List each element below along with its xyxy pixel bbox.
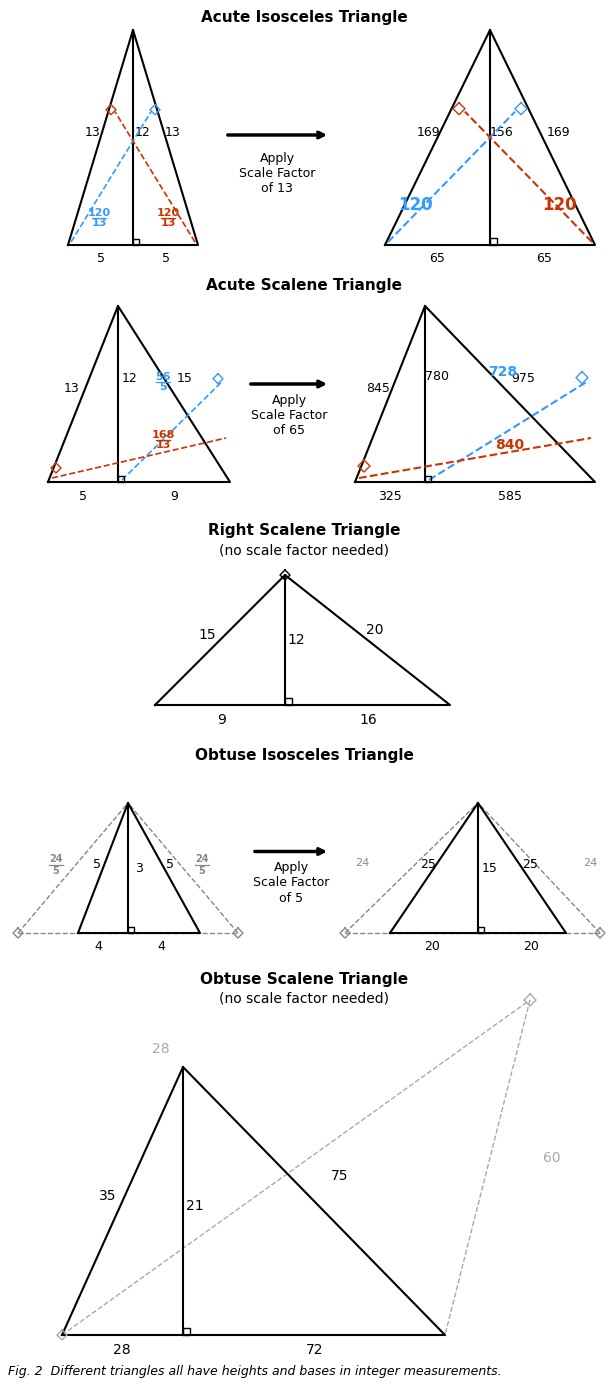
Text: 120: 120 — [398, 196, 432, 214]
Text: 585: 585 — [498, 490, 522, 503]
Text: Apply
Scale Factor
of 65: Apply Scale Factor of 65 — [251, 393, 327, 437]
Text: 3: 3 — [135, 861, 143, 875]
Text: 169: 169 — [546, 126, 570, 139]
Text: 5: 5 — [53, 865, 60, 875]
Text: 13: 13 — [161, 218, 176, 228]
Text: 15: 15 — [177, 372, 193, 385]
Text: 16: 16 — [359, 713, 377, 727]
Text: 13: 13 — [64, 382, 80, 395]
Text: 5: 5 — [162, 252, 170, 266]
Text: 9: 9 — [170, 490, 178, 503]
Text: Apply
Scale Factor
of 5: Apply Scale Factor of 5 — [253, 861, 329, 904]
Text: 21: 21 — [186, 1198, 204, 1212]
Text: 13: 13 — [165, 126, 181, 139]
Text: Right Scalene Triangle: Right Scalene Triangle — [208, 524, 400, 538]
Text: 20: 20 — [523, 941, 539, 953]
Text: 4: 4 — [94, 941, 102, 953]
Text: Obtuse Scalene Triangle: Obtuse Scalene Triangle — [200, 972, 408, 987]
Text: 28: 28 — [113, 1343, 131, 1357]
Text: 5: 5 — [97, 252, 105, 266]
Text: 24: 24 — [49, 854, 63, 864]
Text: 20: 20 — [424, 941, 440, 953]
Text: Acute Scalene Triangle: Acute Scalene Triangle — [206, 279, 402, 293]
Text: 24: 24 — [355, 858, 369, 868]
Text: Fig. 2  Different triangles all have heights and bases in integer measurements.: Fig. 2 Different triangles all have heig… — [8, 1365, 502, 1378]
Text: 15: 15 — [482, 861, 498, 875]
Text: Acute Isosceles Triangle: Acute Isosceles Triangle — [201, 10, 407, 25]
Text: 728: 728 — [488, 365, 517, 379]
Text: 4: 4 — [157, 941, 165, 953]
Text: 65: 65 — [429, 252, 445, 266]
Text: 24: 24 — [195, 854, 209, 864]
Text: 12: 12 — [287, 633, 305, 647]
Text: 15: 15 — [198, 629, 216, 643]
Text: 156: 156 — [490, 126, 514, 139]
Text: 780: 780 — [425, 370, 449, 382]
Text: 13: 13 — [155, 441, 171, 451]
Text: (no scale factor needed): (no scale factor needed) — [219, 543, 389, 557]
Text: 35: 35 — [99, 1189, 117, 1203]
Text: 5: 5 — [166, 858, 174, 871]
Text: 12: 12 — [135, 126, 151, 139]
Text: 325: 325 — [378, 490, 402, 503]
Text: 120: 120 — [156, 207, 179, 217]
Text: 13: 13 — [85, 126, 101, 139]
Text: (no scale factor needed): (no scale factor needed) — [219, 993, 389, 1007]
Text: 25: 25 — [522, 858, 538, 871]
Text: 120: 120 — [88, 207, 111, 217]
Text: 845: 845 — [366, 382, 390, 395]
Text: 840: 840 — [496, 438, 525, 452]
Text: 56: 56 — [155, 371, 171, 381]
Text: 28: 28 — [152, 1042, 170, 1056]
Text: Apply
Scale Factor
of 13: Apply Scale Factor of 13 — [239, 153, 315, 195]
Text: 975: 975 — [511, 372, 535, 385]
Text: 168: 168 — [151, 430, 174, 440]
Text: 9: 9 — [218, 713, 226, 727]
Text: 13: 13 — [91, 218, 106, 228]
Text: Obtuse Isosceles Triangle: Obtuse Isosceles Triangle — [195, 748, 413, 763]
Text: 60: 60 — [543, 1151, 561, 1165]
Text: 25: 25 — [420, 858, 436, 871]
Text: 5: 5 — [159, 382, 167, 392]
Text: 65: 65 — [536, 252, 552, 266]
Text: 120: 120 — [543, 196, 578, 214]
Text: 12: 12 — [122, 372, 138, 385]
Text: 5: 5 — [93, 858, 101, 871]
Text: 24: 24 — [583, 858, 597, 868]
Text: 75: 75 — [331, 1169, 349, 1183]
Text: 5: 5 — [199, 865, 206, 875]
Text: 169: 169 — [416, 126, 440, 139]
Text: 72: 72 — [306, 1343, 323, 1357]
Text: 20: 20 — [366, 623, 384, 637]
Text: 5: 5 — [79, 490, 87, 503]
